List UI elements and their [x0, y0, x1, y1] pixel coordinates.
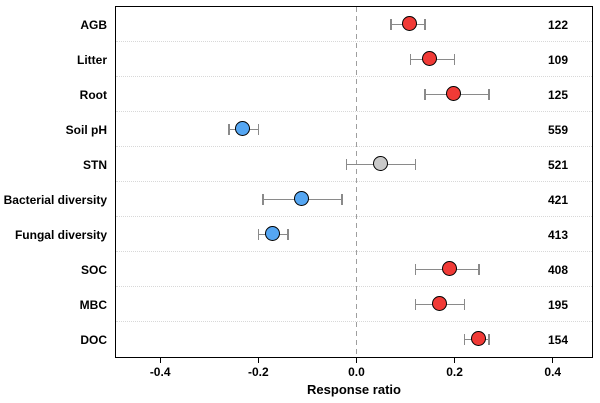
data-point [402, 16, 418, 32]
data-point [264, 226, 280, 242]
data-point [446, 86, 462, 102]
grid-line [116, 41, 592, 43]
grid-line [116, 111, 592, 113]
zero-reference-line [355, 7, 358, 357]
sample-size: 413 [547, 227, 568, 242]
data-point [372, 156, 388, 172]
category-label: Root [79, 87, 107, 102]
grid-line [116, 181, 592, 183]
x-axis-tick [159, 358, 161, 363]
x-axis-tick-label: -0.4 [149, 365, 171, 379]
sample-size: 421 [547, 192, 568, 207]
x-axis: -0.4 -0.2 0.0 0.2 0.4 [116, 358, 592, 398]
x-axis-tick [355, 358, 358, 363]
data-point [235, 121, 251, 137]
data-point [471, 331, 487, 347]
category-label: AGB [80, 17, 107, 32]
plot-area: 122 109 125 559 521 421 413 408 195 154 [115, 6, 593, 358]
error-bar-cap-left [424, 89, 426, 100]
error-bar-cap-right [414, 159, 417, 170]
x-axis-tick-label: 0.0 [348, 365, 365, 379]
sample-size: 154 [547, 332, 568, 347]
grid-line [116, 251, 592, 253]
sample-size: 109 [547, 52, 568, 67]
error-bar-cap-right [340, 194, 343, 205]
category-label: DOC [80, 332, 107, 347]
sample-size: 521 [547, 157, 568, 172]
error-bar-cap-left [228, 124, 230, 135]
sample-size: 125 [547, 87, 568, 102]
x-axis-title: Response ratio [307, 382, 401, 397]
error-bar-cap-left [345, 159, 348, 170]
x-axis-tick [453, 358, 456, 363]
error-bar-cap-left [414, 299, 417, 310]
grid-line [116, 76, 592, 78]
error-bar-cap-right [478, 264, 480, 275]
sample-size: 408 [547, 262, 568, 277]
category-label: STN [83, 157, 107, 172]
data-point [441, 261, 457, 277]
sample-size: 559 [547, 122, 568, 137]
error-bar-cap-right [286, 229, 289, 240]
grid-line [116, 286, 592, 288]
data-point [421, 51, 437, 67]
x-axis-tick [257, 358, 259, 363]
category-label: Litter [77, 52, 107, 67]
x-axis-tick-label: 0.2 [446, 365, 463, 379]
x-axis-tick [552, 358, 554, 363]
category-label: Soil pH [65, 122, 107, 137]
category-label: Bacterial diversity [3, 192, 107, 207]
error-bar-cap-right [488, 334, 490, 345]
error-bar-cap-right [463, 299, 466, 310]
error-bar-cap-left [463, 334, 466, 345]
error-bar-cap-right [453, 54, 456, 65]
error-bar-cap-right [257, 124, 260, 135]
error-bar-cap-left [257, 229, 260, 240]
x-axis-tick-label: 0.4 [544, 365, 562, 379]
grid-line [116, 321, 592, 323]
category-label: MBC [79, 297, 107, 312]
error-bar-cap-left [409, 54, 412, 65]
category-label: SOC [80, 262, 107, 277]
error-bar-cap-left [262, 194, 264, 205]
sample-size: 195 [547, 297, 568, 312]
error-bar-cap-right [488, 89, 490, 100]
sample-size: 122 [547, 17, 568, 32]
error-bar-cap-left [414, 264, 417, 275]
grid-line [116, 146, 592, 148]
error-bar-cap-right [424, 19, 426, 30]
x-axis-tick-label: -0.2 [247, 365, 269, 379]
error-bar-cap-left [390, 19, 392, 30]
category-label: Fungal diversity [14, 227, 107, 242]
grid-line [116, 216, 592, 218]
data-point [431, 296, 447, 312]
data-point [294, 191, 310, 207]
